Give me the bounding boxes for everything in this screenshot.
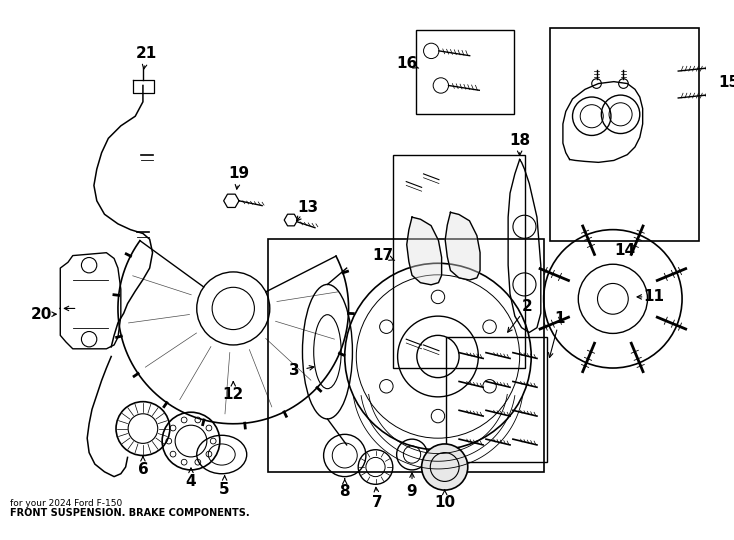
Bar bbox=[393, 154, 526, 368]
Text: 8: 8 bbox=[339, 483, 350, 498]
Bar bbox=[550, 28, 700, 241]
Bar bbox=[268, 239, 544, 472]
Text: 5: 5 bbox=[219, 482, 230, 497]
Text: 7: 7 bbox=[372, 495, 382, 510]
Polygon shape bbox=[407, 217, 442, 285]
Text: 17: 17 bbox=[373, 248, 393, 263]
Circle shape bbox=[421, 444, 468, 490]
Text: 15: 15 bbox=[719, 75, 734, 90]
Bar bbox=[446, 338, 547, 462]
Text: 9: 9 bbox=[407, 483, 418, 498]
Text: 1: 1 bbox=[555, 310, 565, 326]
Text: 3: 3 bbox=[289, 363, 300, 379]
Text: 13: 13 bbox=[298, 200, 319, 215]
Text: 10: 10 bbox=[434, 495, 455, 510]
Text: 16: 16 bbox=[396, 56, 418, 71]
Text: 19: 19 bbox=[228, 166, 250, 181]
Text: 14: 14 bbox=[615, 244, 636, 258]
Text: 4: 4 bbox=[186, 474, 196, 489]
Text: for your 2024 Ford F-150: for your 2024 Ford F-150 bbox=[10, 500, 123, 508]
Text: 21: 21 bbox=[136, 46, 157, 61]
Text: 2: 2 bbox=[522, 299, 533, 314]
Text: FRONT SUSPENSION. BRAKE COMPONENTS.: FRONT SUSPENSION. BRAKE COMPONENTS. bbox=[10, 508, 250, 518]
Text: 18: 18 bbox=[509, 133, 530, 148]
Text: 20: 20 bbox=[30, 307, 51, 322]
Polygon shape bbox=[446, 212, 480, 280]
Text: 6: 6 bbox=[137, 462, 148, 477]
Text: 11: 11 bbox=[644, 289, 665, 305]
Bar bbox=[416, 30, 514, 114]
Text: 12: 12 bbox=[222, 387, 244, 402]
